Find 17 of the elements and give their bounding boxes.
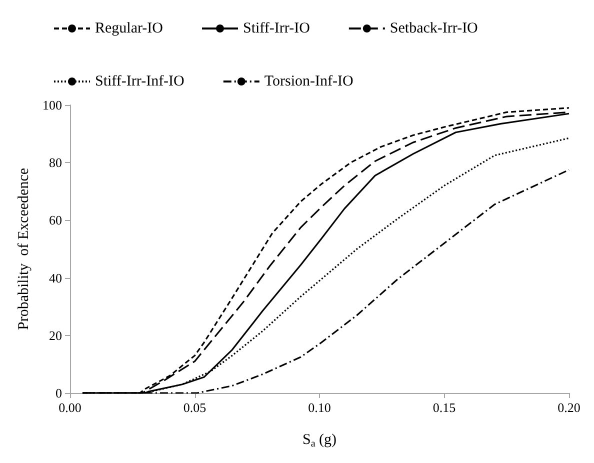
- y-tick-label: 20: [49, 328, 62, 343]
- legend-label: Setback-Irr-IO: [390, 20, 478, 36]
- legend-label: Regular-IO: [95, 20, 164, 36]
- y-tick-label: 80: [49, 155, 62, 170]
- x-tick-label: 0.15: [432, 400, 456, 415]
- legend-label: Torsion-Inf-IO: [264, 74, 354, 90]
- legend-label: Stiff-Irr-IO: [243, 20, 310, 36]
- y-tick-label: 60: [49, 212, 62, 228]
- x-tick-label: 0.10: [308, 400, 331, 415]
- y-axis-title: Probability of Exceedence: [16, 168, 32, 330]
- x-tick-label: 0.00: [58, 400, 82, 415]
- y-tick-label: 40: [49, 270, 62, 286]
- y-tick-label: 0: [56, 386, 62, 400]
- x-tick-label: 0.05: [183, 400, 206, 415]
- y-tick-label: 100: [42, 98, 62, 112]
- legend-label: Stiff-Irr-Inf-IO: [95, 74, 185, 90]
- x-tick-label: 0.20: [558, 400, 580, 415]
